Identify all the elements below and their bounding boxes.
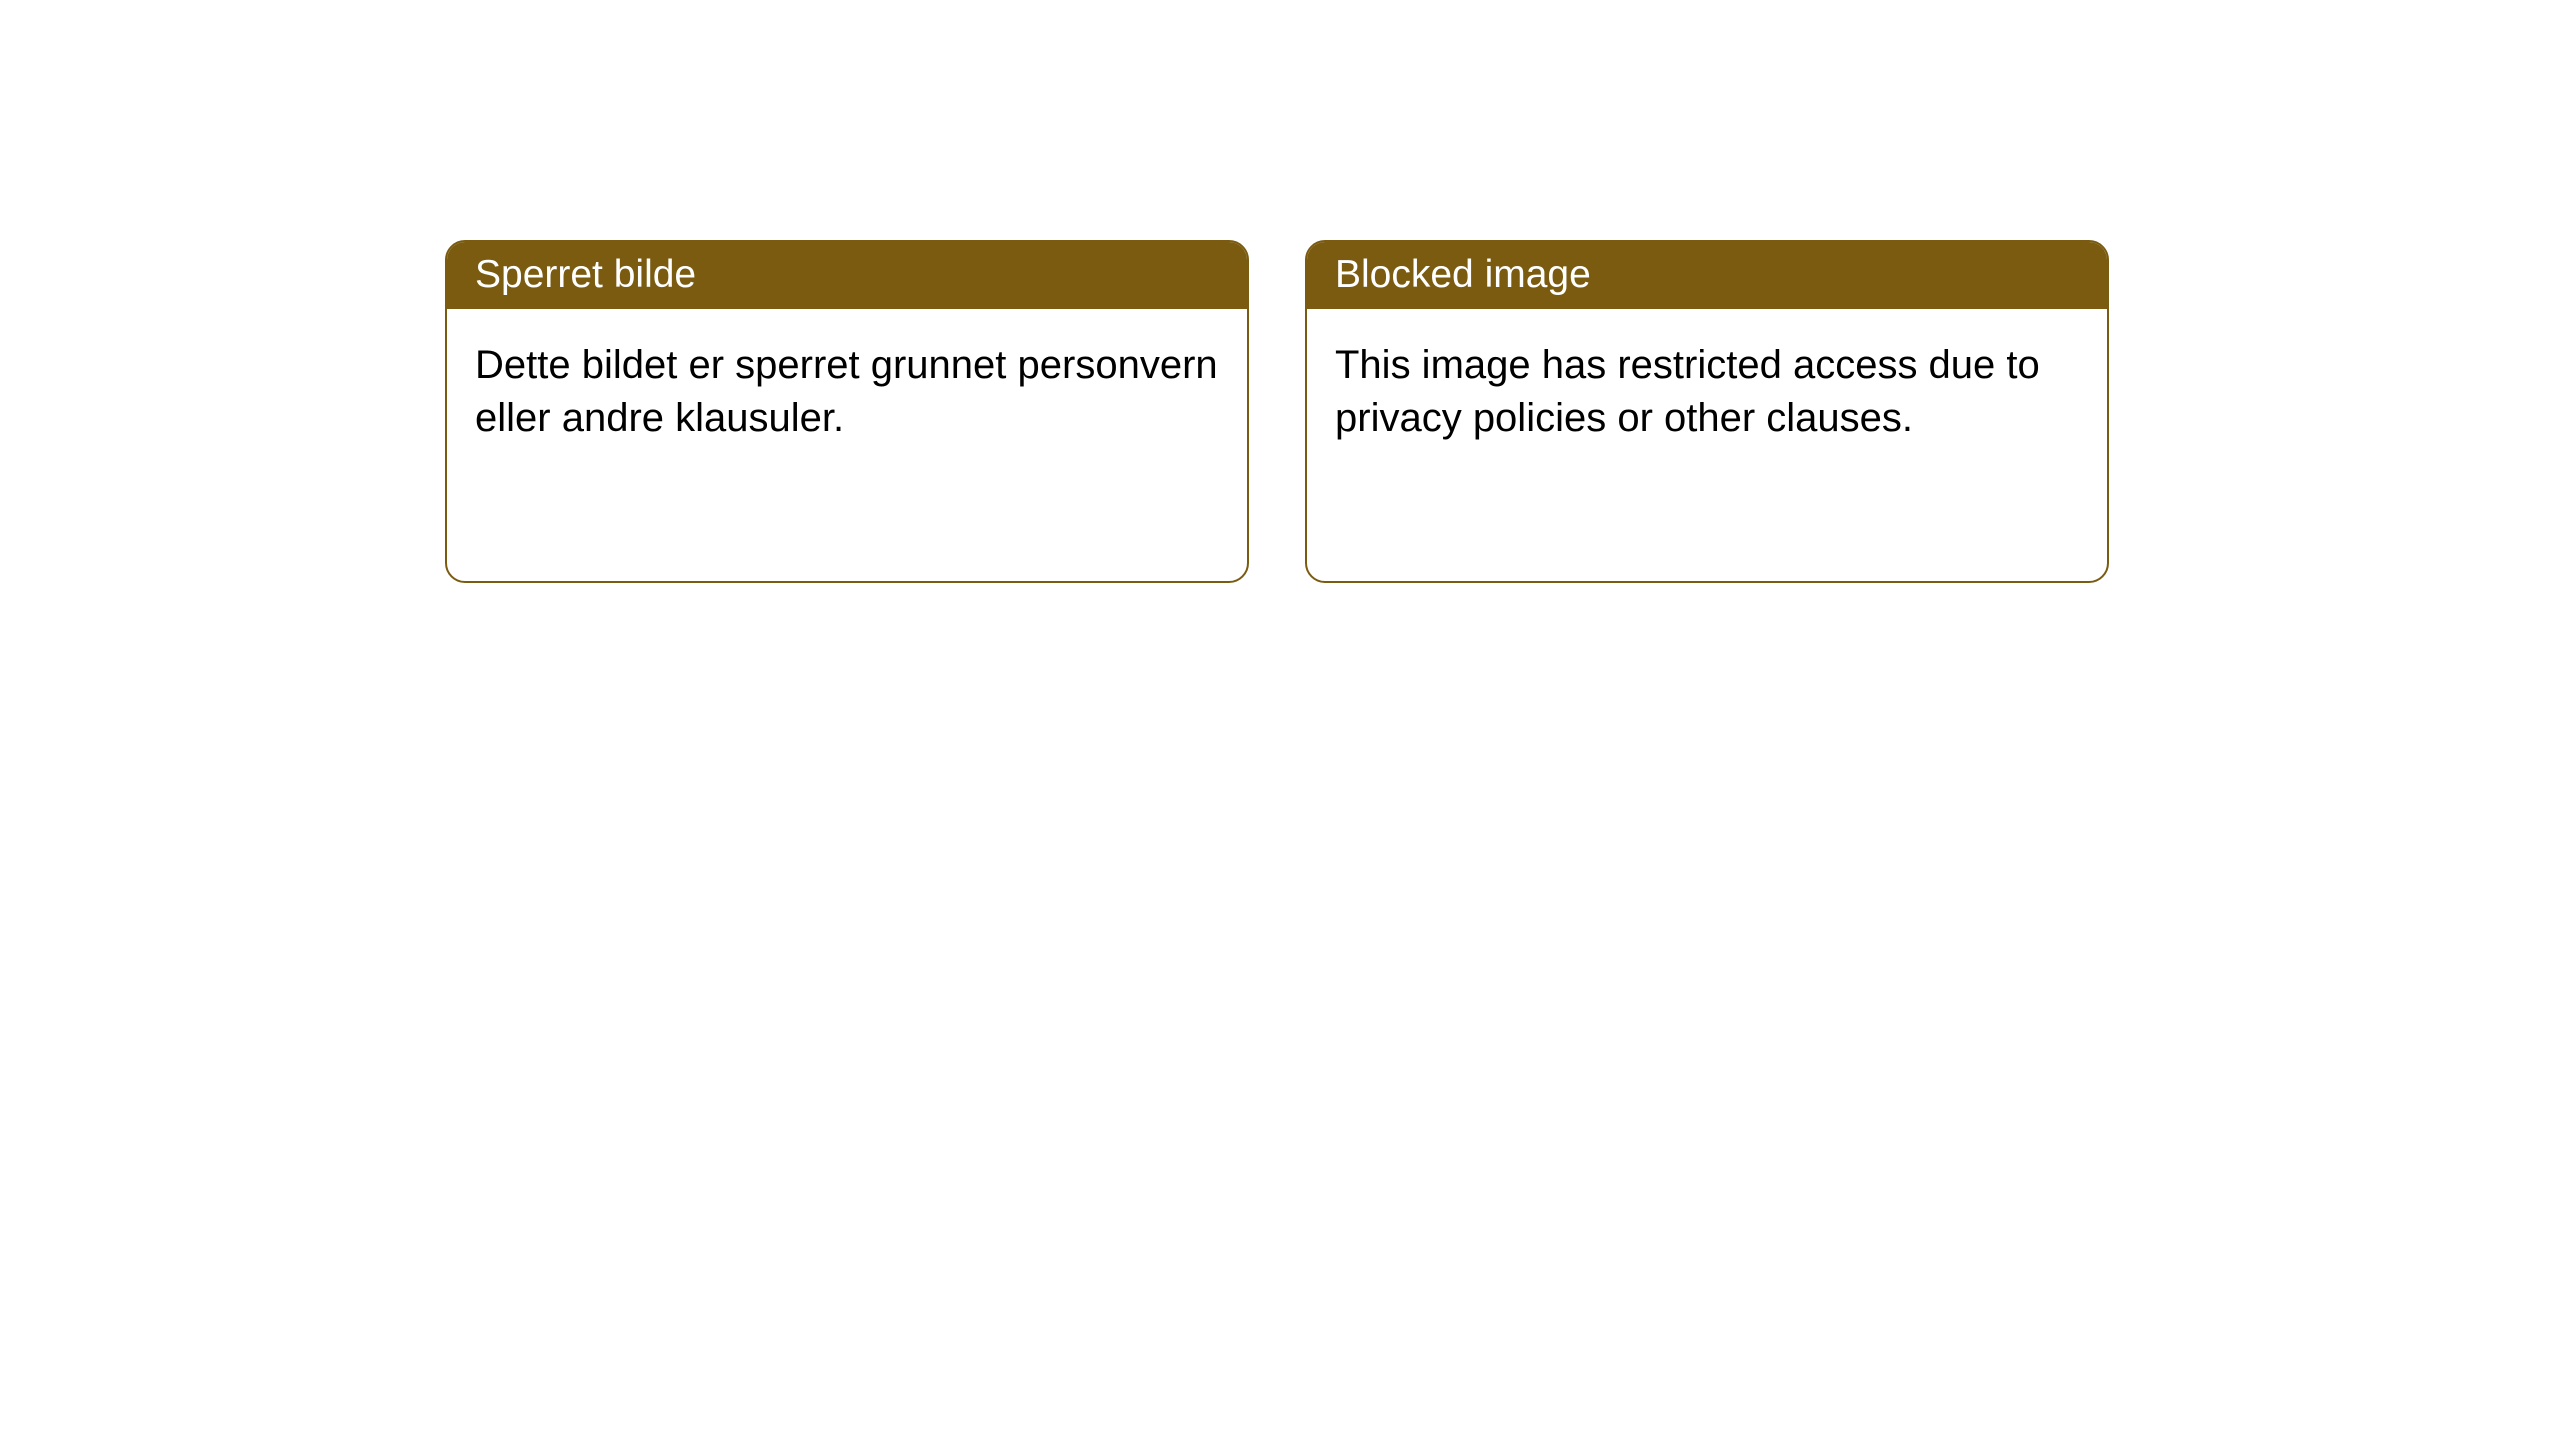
notice-card-english: Blocked image This image has restricted … (1305, 240, 2109, 583)
card-body-text: Dette bildet er sperret grunnet personve… (475, 343, 1218, 440)
card-body-norwegian: Dette bildet er sperret grunnet personve… (447, 309, 1247, 581)
notice-cards-container: Sperret bilde Dette bildet er sperret gr… (445, 240, 2109, 583)
card-header-text: Blocked image (1335, 253, 1591, 296)
card-header-english: Blocked image (1307, 242, 2107, 309)
card-header-text: Sperret bilde (475, 253, 696, 296)
card-header-norwegian: Sperret bilde (447, 242, 1247, 309)
card-body-text: This image has restricted access due to … (1335, 343, 2040, 440)
card-body-english: This image has restricted access due to … (1307, 309, 2107, 581)
notice-card-norwegian: Sperret bilde Dette bildet er sperret gr… (445, 240, 1249, 583)
